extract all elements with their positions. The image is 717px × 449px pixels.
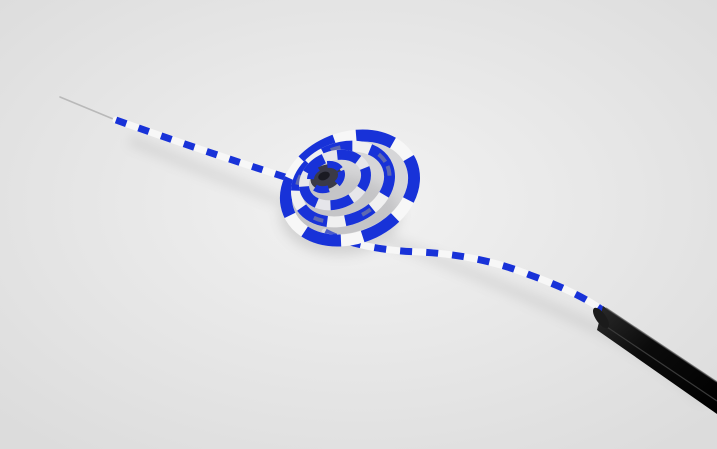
black-sheath: [592, 306, 717, 414]
spiral-coil: [280, 129, 420, 247]
twisted-wire: [112, 116, 609, 316]
lead-wire: [59, 96, 119, 122]
